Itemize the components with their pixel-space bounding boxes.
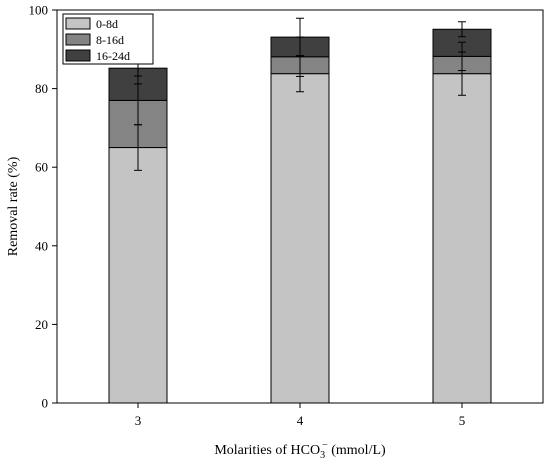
x-axis: 3 4 5 [135, 403, 466, 428]
x-tick-label: 5 [459, 413, 466, 428]
y-tick-label: 40 [35, 238, 48, 253]
bar-segment-5-0-8d [432, 73, 492, 404]
y-axis-label: Removal rate (%) [6, 156, 21, 256]
x-axis-label-suffix: (mmol/L) [328, 443, 386, 458]
bar-segment-3-0-8d [108, 147, 168, 404]
y-tick-label: 100 [29, 3, 49, 18]
y-tick-label: 80 [35, 81, 48, 96]
x-tick-label: 3 [135, 413, 142, 428]
y-tick-label: 20 [35, 317, 48, 332]
legend: 0-8d 8-16d 16-24d [62, 13, 154, 65]
y-tick-label: 0 [42, 396, 49, 411]
bar-segment-4-0-8d [270, 73, 330, 404]
x-axis-label-main: Molarities of HCO [214, 443, 320, 458]
x-axis-label: Molarities of HCO3− (mmol/L) [214, 440, 386, 461]
legend-swatch-16-24d [65, 49, 91, 62]
x-axis-label-superscript: − [322, 440, 328, 451]
legend-swatch-0-8d [65, 17, 91, 30]
x-tick-label: 4 [297, 413, 304, 428]
x-axis-label-subscript: 3 [320, 450, 325, 461]
legend-label-8-16d: 8-16d [96, 33, 124, 47]
legend-label-0-8d: 0-8d [96, 17, 118, 31]
y-tick-label: 60 [35, 160, 48, 175]
y-axis: 0 20 40 60 80 100 [29, 3, 57, 411]
legend-swatch-8-16d [65, 33, 91, 46]
legend-label-16-24d: 16-24d [96, 49, 130, 63]
